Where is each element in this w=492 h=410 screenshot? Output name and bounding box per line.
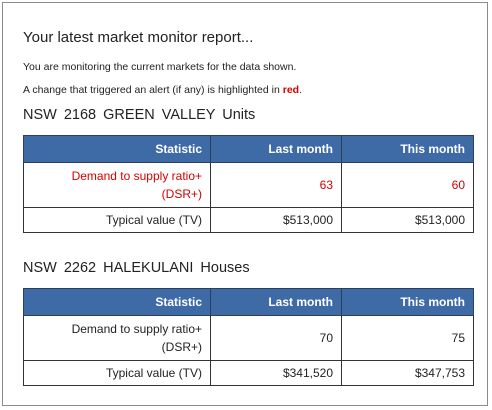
header-this-month: This month <box>341 135 474 163</box>
table-row-tv: Typical value (TV) $513,000 $513,000 <box>23 207 474 233</box>
tv-this-month: $347,753 <box>341 360 474 386</box>
table-row-dsr: Demand to supply ratio+ (DSR+) 70 75 <box>23 315 474 361</box>
market-table-halekulani: Statistic Last month This month Demand t… <box>23 288 474 386</box>
market-table-green-valley: Statistic Last month This month Demand t… <box>23 135 474 233</box>
market-heading-green-valley: NSW 2168 GREEN VALLEY Units <box>23 107 256 123</box>
tv-label: Typical value (TV) <box>23 360 211 386</box>
dsr-last-month: 63 <box>210 162 342 208</box>
tv-this-month: $513,000 <box>341 207 474 233</box>
report-frame: Your latest market monitor report... You… <box>2 2 488 406</box>
tv-label: Typical value (TV) <box>23 207 211 233</box>
header-statistic: Statistic <box>23 288 211 316</box>
table-header-row: Statistic Last month This month <box>23 288 474 316</box>
header-statistic: Statistic <box>23 135 211 163</box>
table-row-dsr: Demand to supply ratio+ (DSR+) 63 60 <box>23 162 474 208</box>
dsr-label-line2: (DSR+) <box>161 340 202 354</box>
intro-text: You are monitoring the current markets f… <box>23 61 297 73</box>
tv-last-month: $341,520 <box>210 360 342 386</box>
tv-last-month: $513,000 <box>210 207 342 233</box>
table-row-tv: Typical value (TV) $341,520 $347,753 <box>23 360 474 386</box>
dsr-this-month: 75 <box>341 315 474 361</box>
dsr-label: Demand to supply ratio+ (DSR+) <box>23 315 211 361</box>
table-header-row: Statistic Last month This month <box>23 135 474 163</box>
dsr-this-month: 60 <box>341 162 474 208</box>
alert-note-suffix: . <box>299 84 303 96</box>
report-title: Your latest market monitor report... <box>23 29 254 46</box>
header-last-month: Last month <box>210 288 342 316</box>
header-last-month: Last month <box>210 135 342 163</box>
alert-note: A change that triggered an alert (if any… <box>23 84 302 96</box>
dsr-label-line1: Demand to supply ratio+ <box>71 322 202 336</box>
header-this-month: This month <box>341 288 474 316</box>
alert-note-red-word: red <box>282 84 300 96</box>
dsr-label-line2: (DSR+) <box>161 187 202 201</box>
dsr-label-line1: Demand to supply ratio+ <box>71 169 202 183</box>
dsr-label: Demand to supply ratio+ (DSR+) <box>23 162 211 208</box>
market-heading-halekulani: NSW 2262 HALEKULANI Houses <box>23 260 250 276</box>
dsr-last-month: 70 <box>210 315 342 361</box>
alert-note-prefix: A change that triggered an alert (if any… <box>23 84 280 96</box>
